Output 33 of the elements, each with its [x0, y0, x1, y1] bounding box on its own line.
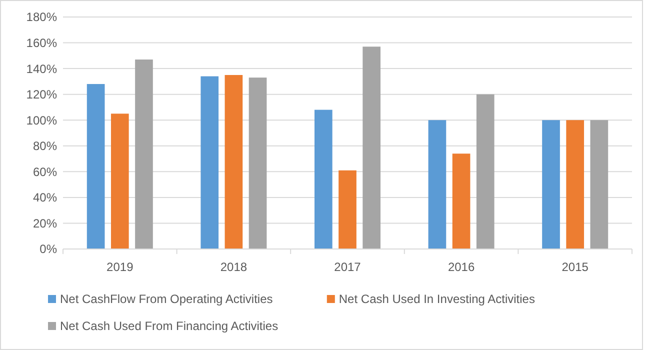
bar [452, 154, 470, 249]
y-tick-label: 0% [40, 242, 58, 256]
x-tick-label: 2018 [220, 260, 248, 274]
y-tick-label: 120% [26, 88, 58, 102]
y-tick-label: 60% [32, 164, 58, 179]
x-tick-label: 2016 [448, 260, 475, 274]
x-tick-label: 2019 [106, 260, 134, 274]
y-tick-label: 160% [26, 36, 58, 50]
legend-label: Net CashFlow From Operating Activities [60, 292, 273, 306]
bar [86, 84, 105, 249]
bar [135, 60, 153, 249]
bar [200, 76, 219, 249]
y-tick-label: 100% [26, 113, 58, 128]
bar [428, 120, 446, 249]
y-tick-label: 40% [32, 190, 58, 205]
bar [590, 120, 608, 249]
x-tick-label: 2017 [334, 260, 362, 274]
bar [314, 110, 332, 249]
bar [362, 46, 380, 249]
legend-label: Net Cash Used In Investing Activities [338, 292, 535, 306]
bar [110, 114, 129, 249]
bar [338, 170, 356, 249]
x-tick-label: 2015 [562, 260, 589, 274]
legend-label: Net Cash Used From Financing Activities [60, 319, 278, 334]
y-tick-label: 20% [32, 216, 58, 230]
y-tick-label: 140% [26, 62, 58, 76]
bar [224, 75, 243, 249]
y-tick-label: 80% [32, 139, 58, 154]
bar [248, 78, 267, 249]
bar [542, 120, 560, 249]
y-tick-label: 180% [26, 10, 58, 24]
bar [476, 94, 494, 249]
bar [566, 120, 584, 249]
